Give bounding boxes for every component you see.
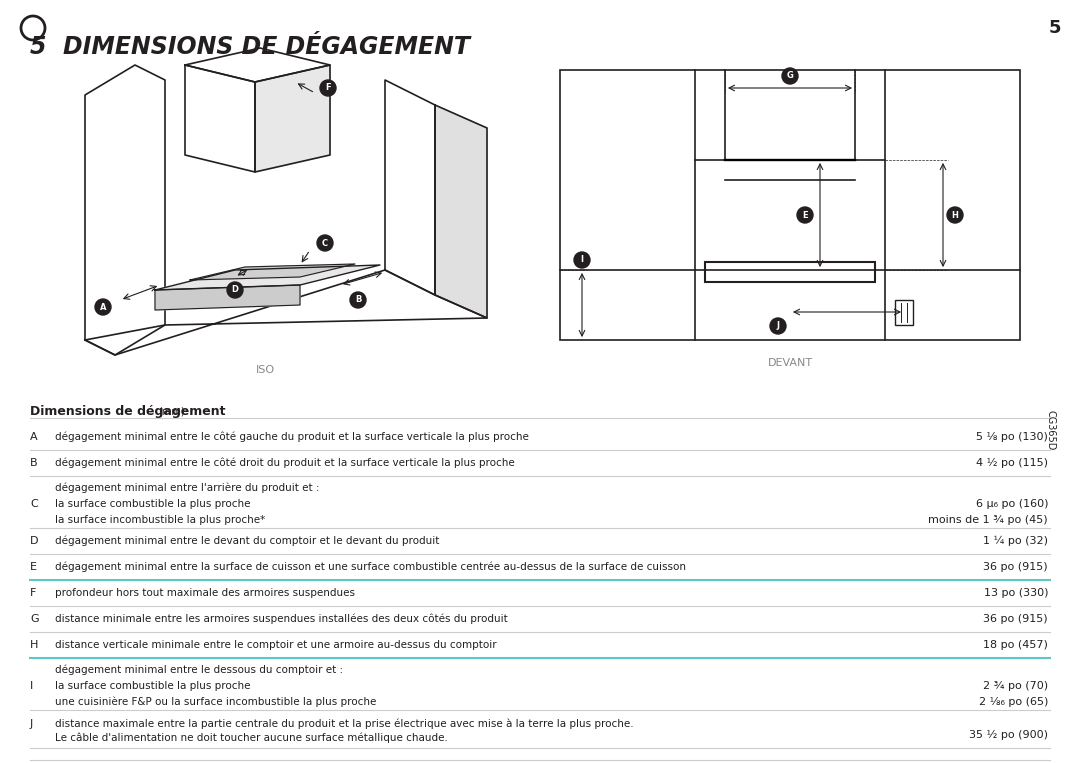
Text: dégagement minimal entre le côté gauche du produit et la surface verticale la pl: dégagement minimal entre le côté gauche … xyxy=(55,432,529,443)
Text: ISO: ISO xyxy=(256,365,274,375)
Polygon shape xyxy=(185,65,255,172)
Text: profondeur hors tout maximale des armoires suspendues: profondeur hors tout maximale des armoir… xyxy=(55,588,355,598)
Text: C: C xyxy=(322,239,328,247)
Text: 5: 5 xyxy=(1049,19,1062,37)
Text: distance maximale entre la partie centrale du produit et la prise électrique ave: distance maximale entre la partie centra… xyxy=(55,719,634,729)
Text: dégagement minimal entre le devant du comptoir et le devant du produit: dégagement minimal entre le devant du co… xyxy=(55,536,440,546)
Text: J: J xyxy=(777,321,780,330)
Text: dégagement minimal entre le côté droit du produit et la surface verticale la plu: dégagement minimal entre le côté droit d… xyxy=(55,458,515,468)
Text: la surface combustible la plus proche: la surface combustible la plus proche xyxy=(55,499,251,509)
Text: 36 po (915): 36 po (915) xyxy=(984,614,1048,624)
Polygon shape xyxy=(190,264,355,280)
Polygon shape xyxy=(85,270,487,355)
Circle shape xyxy=(782,68,798,84)
Text: (mm): (mm) xyxy=(158,407,185,417)
Text: G: G xyxy=(30,614,39,624)
Text: 2 ¾ po (70): 2 ¾ po (70) xyxy=(983,681,1048,691)
Text: F: F xyxy=(325,83,330,92)
Text: 36 po (915): 36 po (915) xyxy=(984,562,1048,572)
Text: I: I xyxy=(30,681,33,691)
Circle shape xyxy=(320,80,336,96)
Text: une cuisinière F&P ou la surface incombustible la plus proche: une cuisinière F&P ou la surface incombu… xyxy=(55,697,376,707)
Text: F: F xyxy=(30,588,37,598)
Circle shape xyxy=(770,318,786,334)
Text: 35 ½ po (900): 35 ½ po (900) xyxy=(969,730,1048,740)
Text: 1 ¼ po (32): 1 ¼ po (32) xyxy=(983,536,1048,546)
Text: CG365D: CG365D xyxy=(1045,410,1055,450)
Text: moins de 1 ¾ po (45): moins de 1 ¾ po (45) xyxy=(929,515,1048,525)
Text: Le câble d'alimentation ne doit toucher aucune surface métallique chaude.: Le câble d'alimentation ne doit toucher … xyxy=(55,732,448,743)
Text: 6 µ₆ po (160): 6 µ₆ po (160) xyxy=(975,499,1048,509)
Bar xyxy=(895,300,913,325)
Text: dégagement minimal entre l'arrière du produit et :: dégagement minimal entre l'arrière du pr… xyxy=(55,483,320,493)
Circle shape xyxy=(573,252,590,268)
Text: 18 po (457): 18 po (457) xyxy=(983,640,1048,650)
Text: dégagement minimal entre le dessous du comptoir et :: dégagement minimal entre le dessous du c… xyxy=(55,665,343,675)
Text: H: H xyxy=(951,211,958,220)
Bar xyxy=(705,262,875,282)
Text: A: A xyxy=(30,432,38,442)
Text: E: E xyxy=(802,211,808,220)
Text: 2 ⅛₆ po (65): 2 ⅛₆ po (65) xyxy=(978,697,1048,707)
Text: distance verticale minimale entre le comptoir et une armoire au-dessus du compto: distance verticale minimale entre le com… xyxy=(55,640,497,650)
Circle shape xyxy=(95,299,111,315)
Text: DEVANT: DEVANT xyxy=(768,358,812,368)
Text: 4 ½ po (115): 4 ½ po (115) xyxy=(976,458,1048,468)
Text: distance minimale entre les armoires suspendues installées des deux côtés du pro: distance minimale entre les armoires sus… xyxy=(55,613,508,624)
Polygon shape xyxy=(435,105,487,318)
Text: 5 ⅛ po (130): 5 ⅛ po (130) xyxy=(976,432,1048,442)
Text: la surface incombustible la plus proche*: la surface incombustible la plus proche* xyxy=(55,515,266,525)
Text: E: E xyxy=(30,562,37,572)
Circle shape xyxy=(350,292,366,308)
Bar xyxy=(561,70,1020,340)
Text: la surface combustible la plus proche: la surface combustible la plus proche xyxy=(55,681,251,691)
Circle shape xyxy=(227,282,243,298)
Text: dégagement minimal entre la surface de cuisson et une surface combustible centré: dégagement minimal entre la surface de c… xyxy=(55,562,686,572)
Text: J: J xyxy=(30,719,33,729)
Text: C: C xyxy=(30,499,38,509)
Text: 5  DIMENSIONS DE DÉGAGEMENT: 5 DIMENSIONS DE DÉGAGEMENT xyxy=(30,35,470,59)
Polygon shape xyxy=(156,265,380,290)
Polygon shape xyxy=(255,65,330,172)
Polygon shape xyxy=(156,285,300,310)
Text: B: B xyxy=(30,458,38,468)
Circle shape xyxy=(797,207,813,223)
Text: G: G xyxy=(786,72,794,81)
Polygon shape xyxy=(384,80,435,295)
Polygon shape xyxy=(85,65,165,355)
Text: D: D xyxy=(30,536,39,546)
Text: Dimensions de dégagement: Dimensions de dégagement xyxy=(30,405,226,418)
Text: 13 po (330): 13 po (330) xyxy=(984,588,1048,598)
Text: A: A xyxy=(99,302,106,311)
Text: H: H xyxy=(30,640,39,650)
Polygon shape xyxy=(185,48,330,82)
Text: I: I xyxy=(581,256,583,265)
Circle shape xyxy=(947,207,963,223)
Text: D: D xyxy=(231,285,239,295)
Circle shape xyxy=(318,235,333,251)
Text: B: B xyxy=(355,295,361,304)
